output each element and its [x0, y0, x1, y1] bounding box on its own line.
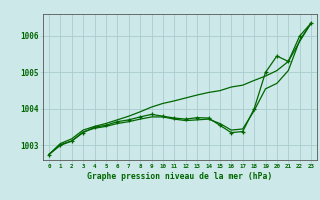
X-axis label: Graphe pression niveau de la mer (hPa): Graphe pression niveau de la mer (hPa) [87, 172, 273, 181]
